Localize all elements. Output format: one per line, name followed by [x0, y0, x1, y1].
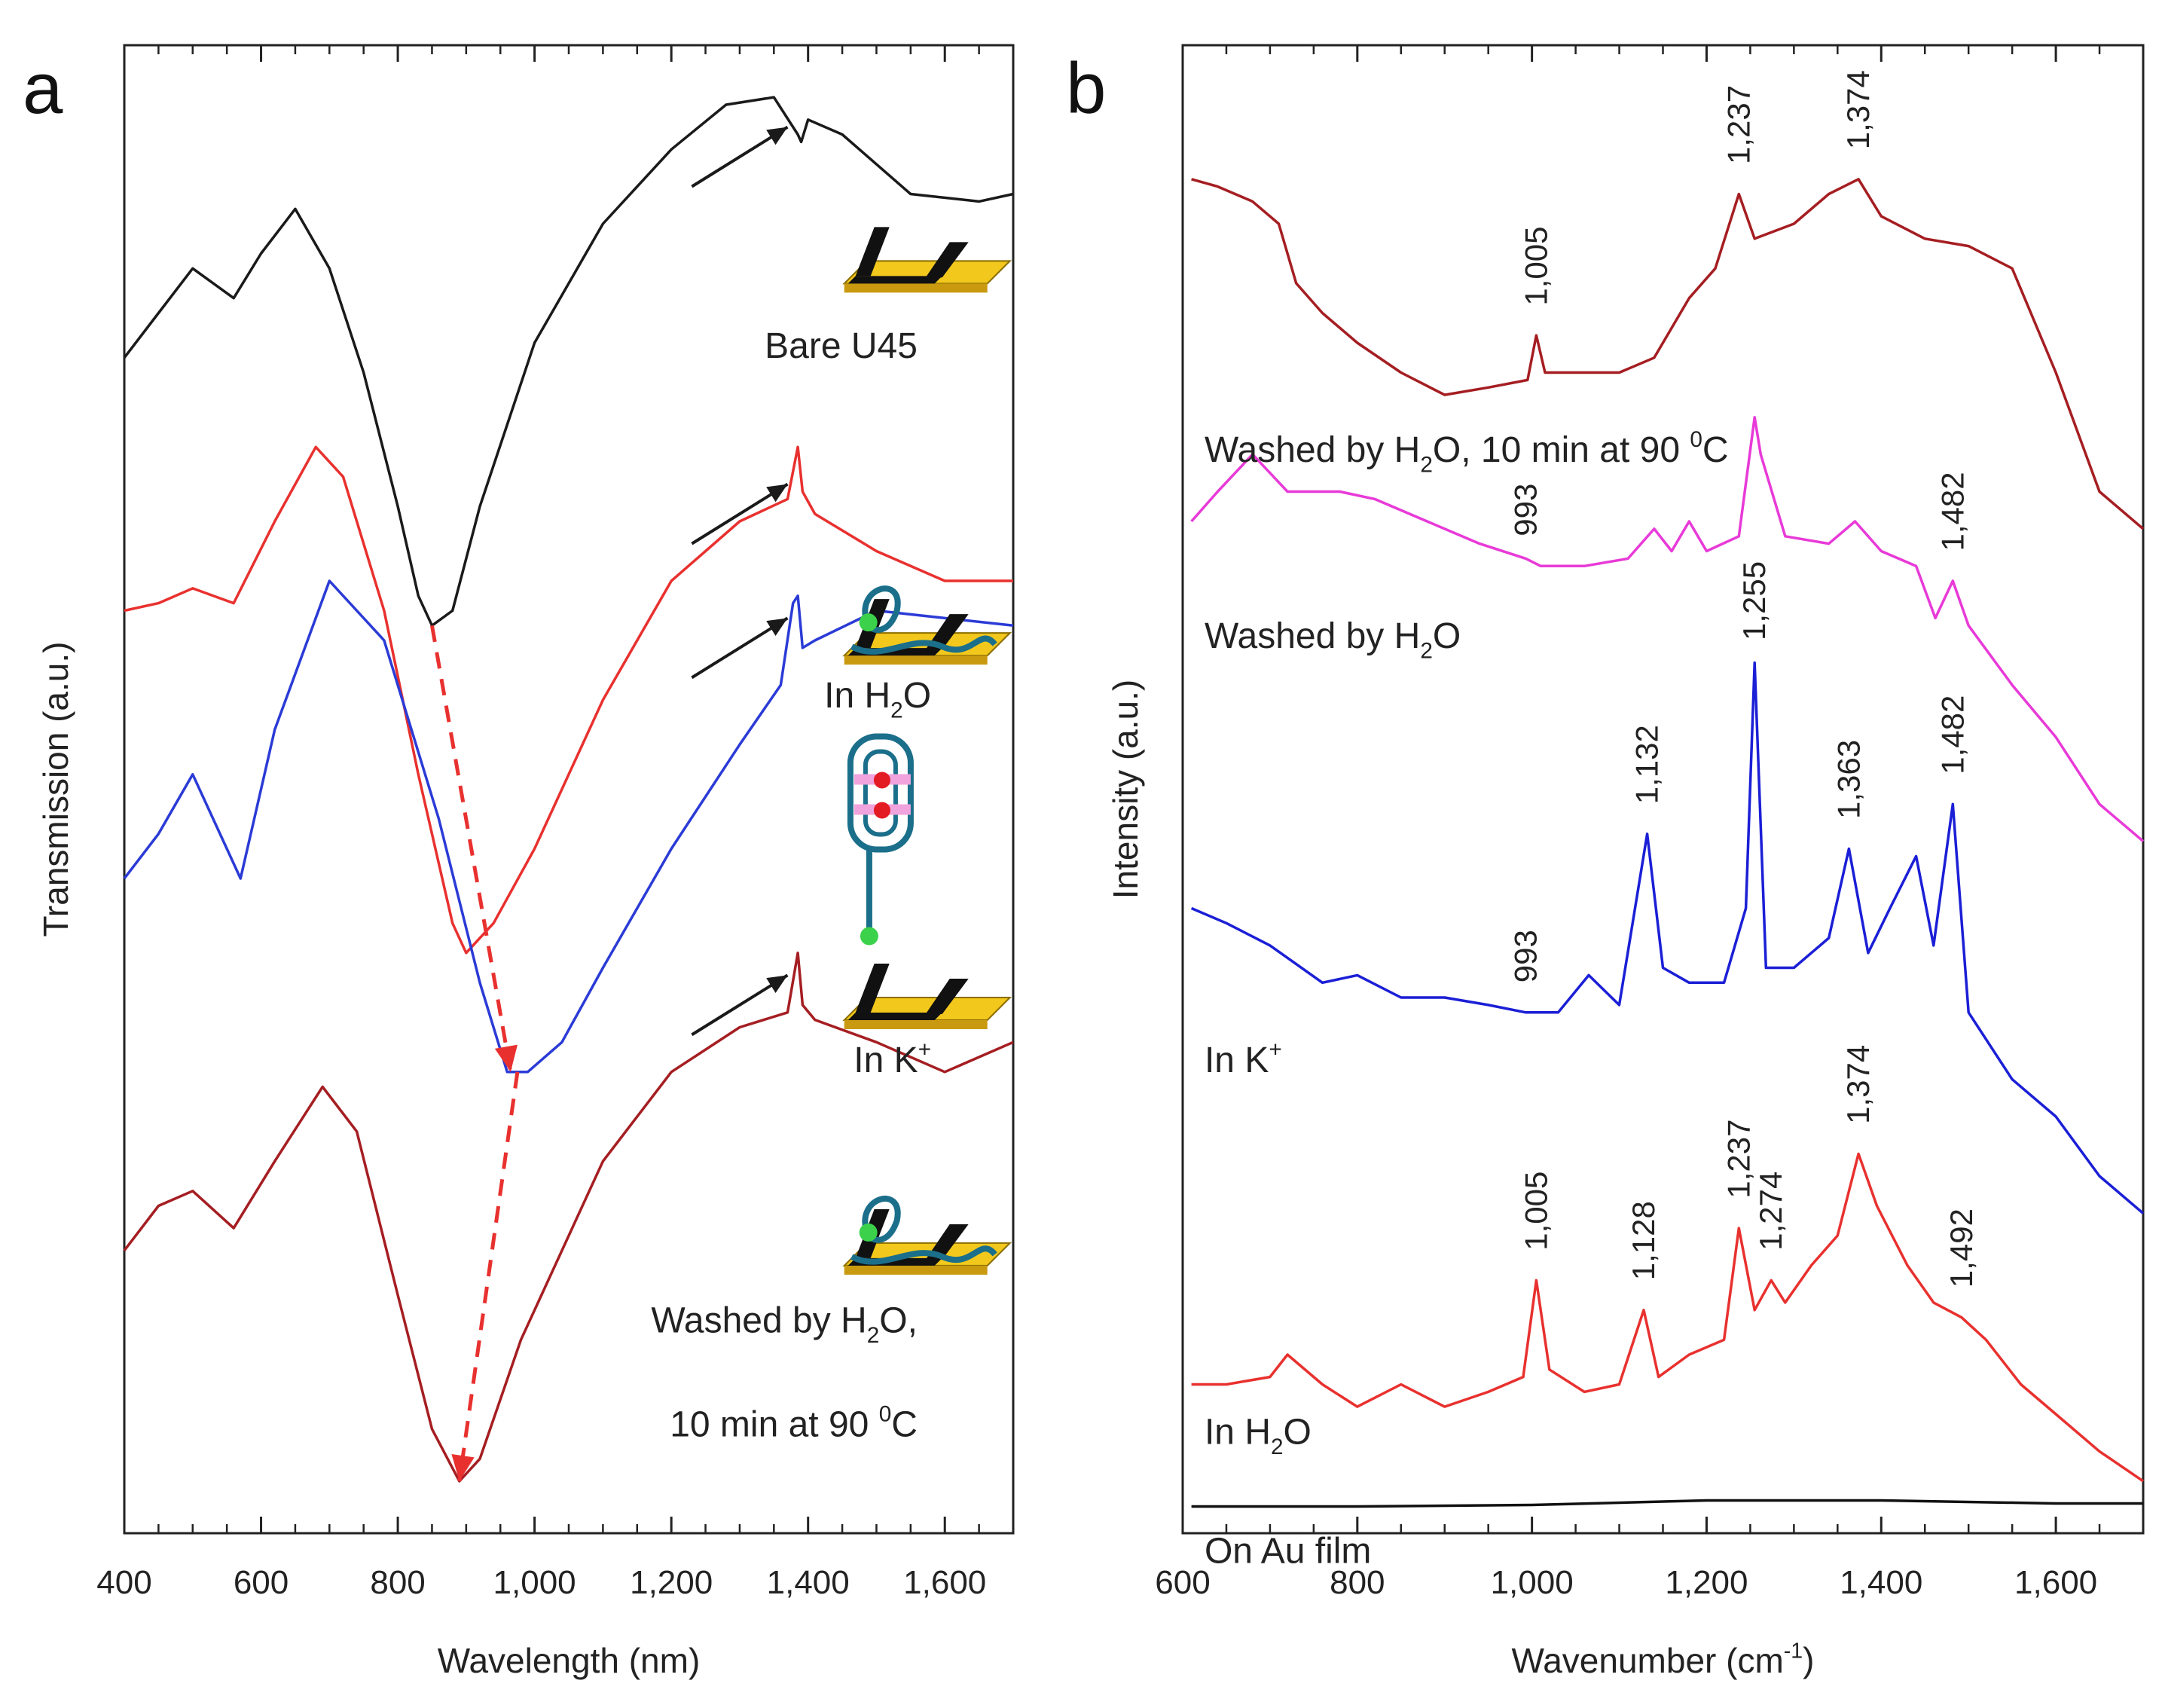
peak-label: 1,005 [1518, 227, 1553, 306]
peak-label: 1,132 [1629, 725, 1665, 804]
u-resonator-icon [842, 585, 1012, 665]
shift-arrow [429, 625, 513, 1073]
series-line [1190, 661, 2145, 1215]
peak-label: 1,255 [1736, 561, 1772, 640]
pointer-arrow-head [766, 975, 788, 994]
series-annotation: In H2O [824, 676, 931, 723]
x-tick-label: 1,600 [2014, 1564, 2097, 1601]
u-resonator-icon [842, 1196, 1012, 1275]
x-tick-label: 1,200 [1665, 1564, 1748, 1601]
series-annotation: On Au film [1205, 1532, 1371, 1572]
series-annotation: Washed by H2O, 10 min at 90 0C [1205, 427, 1729, 478]
peak-label: 1,237 [1721, 1120, 1756, 1199]
series-line [1191, 1499, 2143, 1508]
peak-label: 1,492 [1944, 1208, 1979, 1288]
pointer-arrow-head [766, 618, 788, 637]
panel-label-b: b [1066, 48, 1106, 129]
x-tick-label: 1,600 [903, 1564, 986, 1601]
x-axis-label: Wavelength (nm) [438, 1641, 701, 1680]
series-annotation: 10 min at 90 0C [670, 1401, 918, 1444]
peak-label: 1,363 [1831, 740, 1866, 819]
x-tick-label: 600 [234, 1564, 289, 1601]
series-annotation: Washed by H2O, [651, 1300, 918, 1347]
peak-label: 1,374 [1840, 1045, 1876, 1124]
series-annotation: In H2O [1205, 1413, 1312, 1459]
x-tick-label: 600 [1155, 1564, 1210, 1601]
panel-b-chart: 600 800 1,000 1,200 1,400 1,600 Wavenumber (cm… [1106, 44, 2145, 1680]
peak-label: 1,482 [1935, 472, 1970, 551]
x-tick-label: 1,400 [1840, 1564, 1922, 1601]
x-tick-label: 1,000 [493, 1564, 576, 1601]
series-line [1190, 416, 2145, 842]
series-line [123, 96, 1014, 628]
u-resonator-icon [842, 964, 1012, 1029]
shift-arrow [457, 1071, 520, 1482]
series-line [1191, 1152, 2144, 1483]
series-annotation: In K+ [1205, 1037, 1282, 1080]
peak-label: 1,482 [1935, 695, 1970, 775]
u-resonator-icon [842, 227, 1012, 293]
series-line [124, 445, 1013, 955]
x-tick-label: 1,200 [630, 1564, 713, 1601]
y-axis-label: Intensity (a.u.) [1106, 680, 1145, 899]
y-axis-label: Transmission (a.u.) [36, 642, 75, 937]
g-quadruplex-icon [847, 733, 914, 946]
series-annotation: In K+ [854, 1037, 931, 1080]
x-tick-label: 1,000 [1491, 1564, 1574, 1601]
x-tick-label: 400 [96, 1564, 151, 1601]
series-line [123, 952, 1014, 1483]
x-tick-label: 800 [370, 1564, 425, 1601]
peak-label: 1,128 [1626, 1201, 1661, 1280]
panel-label-a: a [23, 48, 63, 129]
x-tick-label: 1,400 [767, 1564, 850, 1601]
shift-arrow-head [494, 1044, 518, 1072]
peak-label: 1,005 [1518, 1172, 1553, 1251]
pointer-arrow-head [766, 127, 788, 145]
panel-a-chart: 400 600 800 1,000 1,200 1,400 1,600 Wavelength … [36, 44, 1015, 1680]
shift-arrow-head [451, 1454, 475, 1481]
peak-label: 1,274 [1753, 1172, 1788, 1251]
x-tick-label: 800 [1330, 1564, 1385, 1601]
x-axis-label: Wavenumber (cm-1) [1512, 1639, 1815, 1680]
peak-label: 1,237 [1721, 85, 1756, 164]
pointer-arrow-head [766, 484, 788, 503]
series-line [1191, 178, 2145, 530]
peak-label: 993 [1508, 484, 1544, 536]
series-annotation: Bare U45 [765, 326, 918, 366]
series-annotation: Washed by H2O [1205, 616, 1461, 663]
series-line [123, 579, 1014, 1074]
peak-label: 993 [1508, 930, 1544, 982]
peak-label: 1,374 [1840, 70, 1876, 149]
